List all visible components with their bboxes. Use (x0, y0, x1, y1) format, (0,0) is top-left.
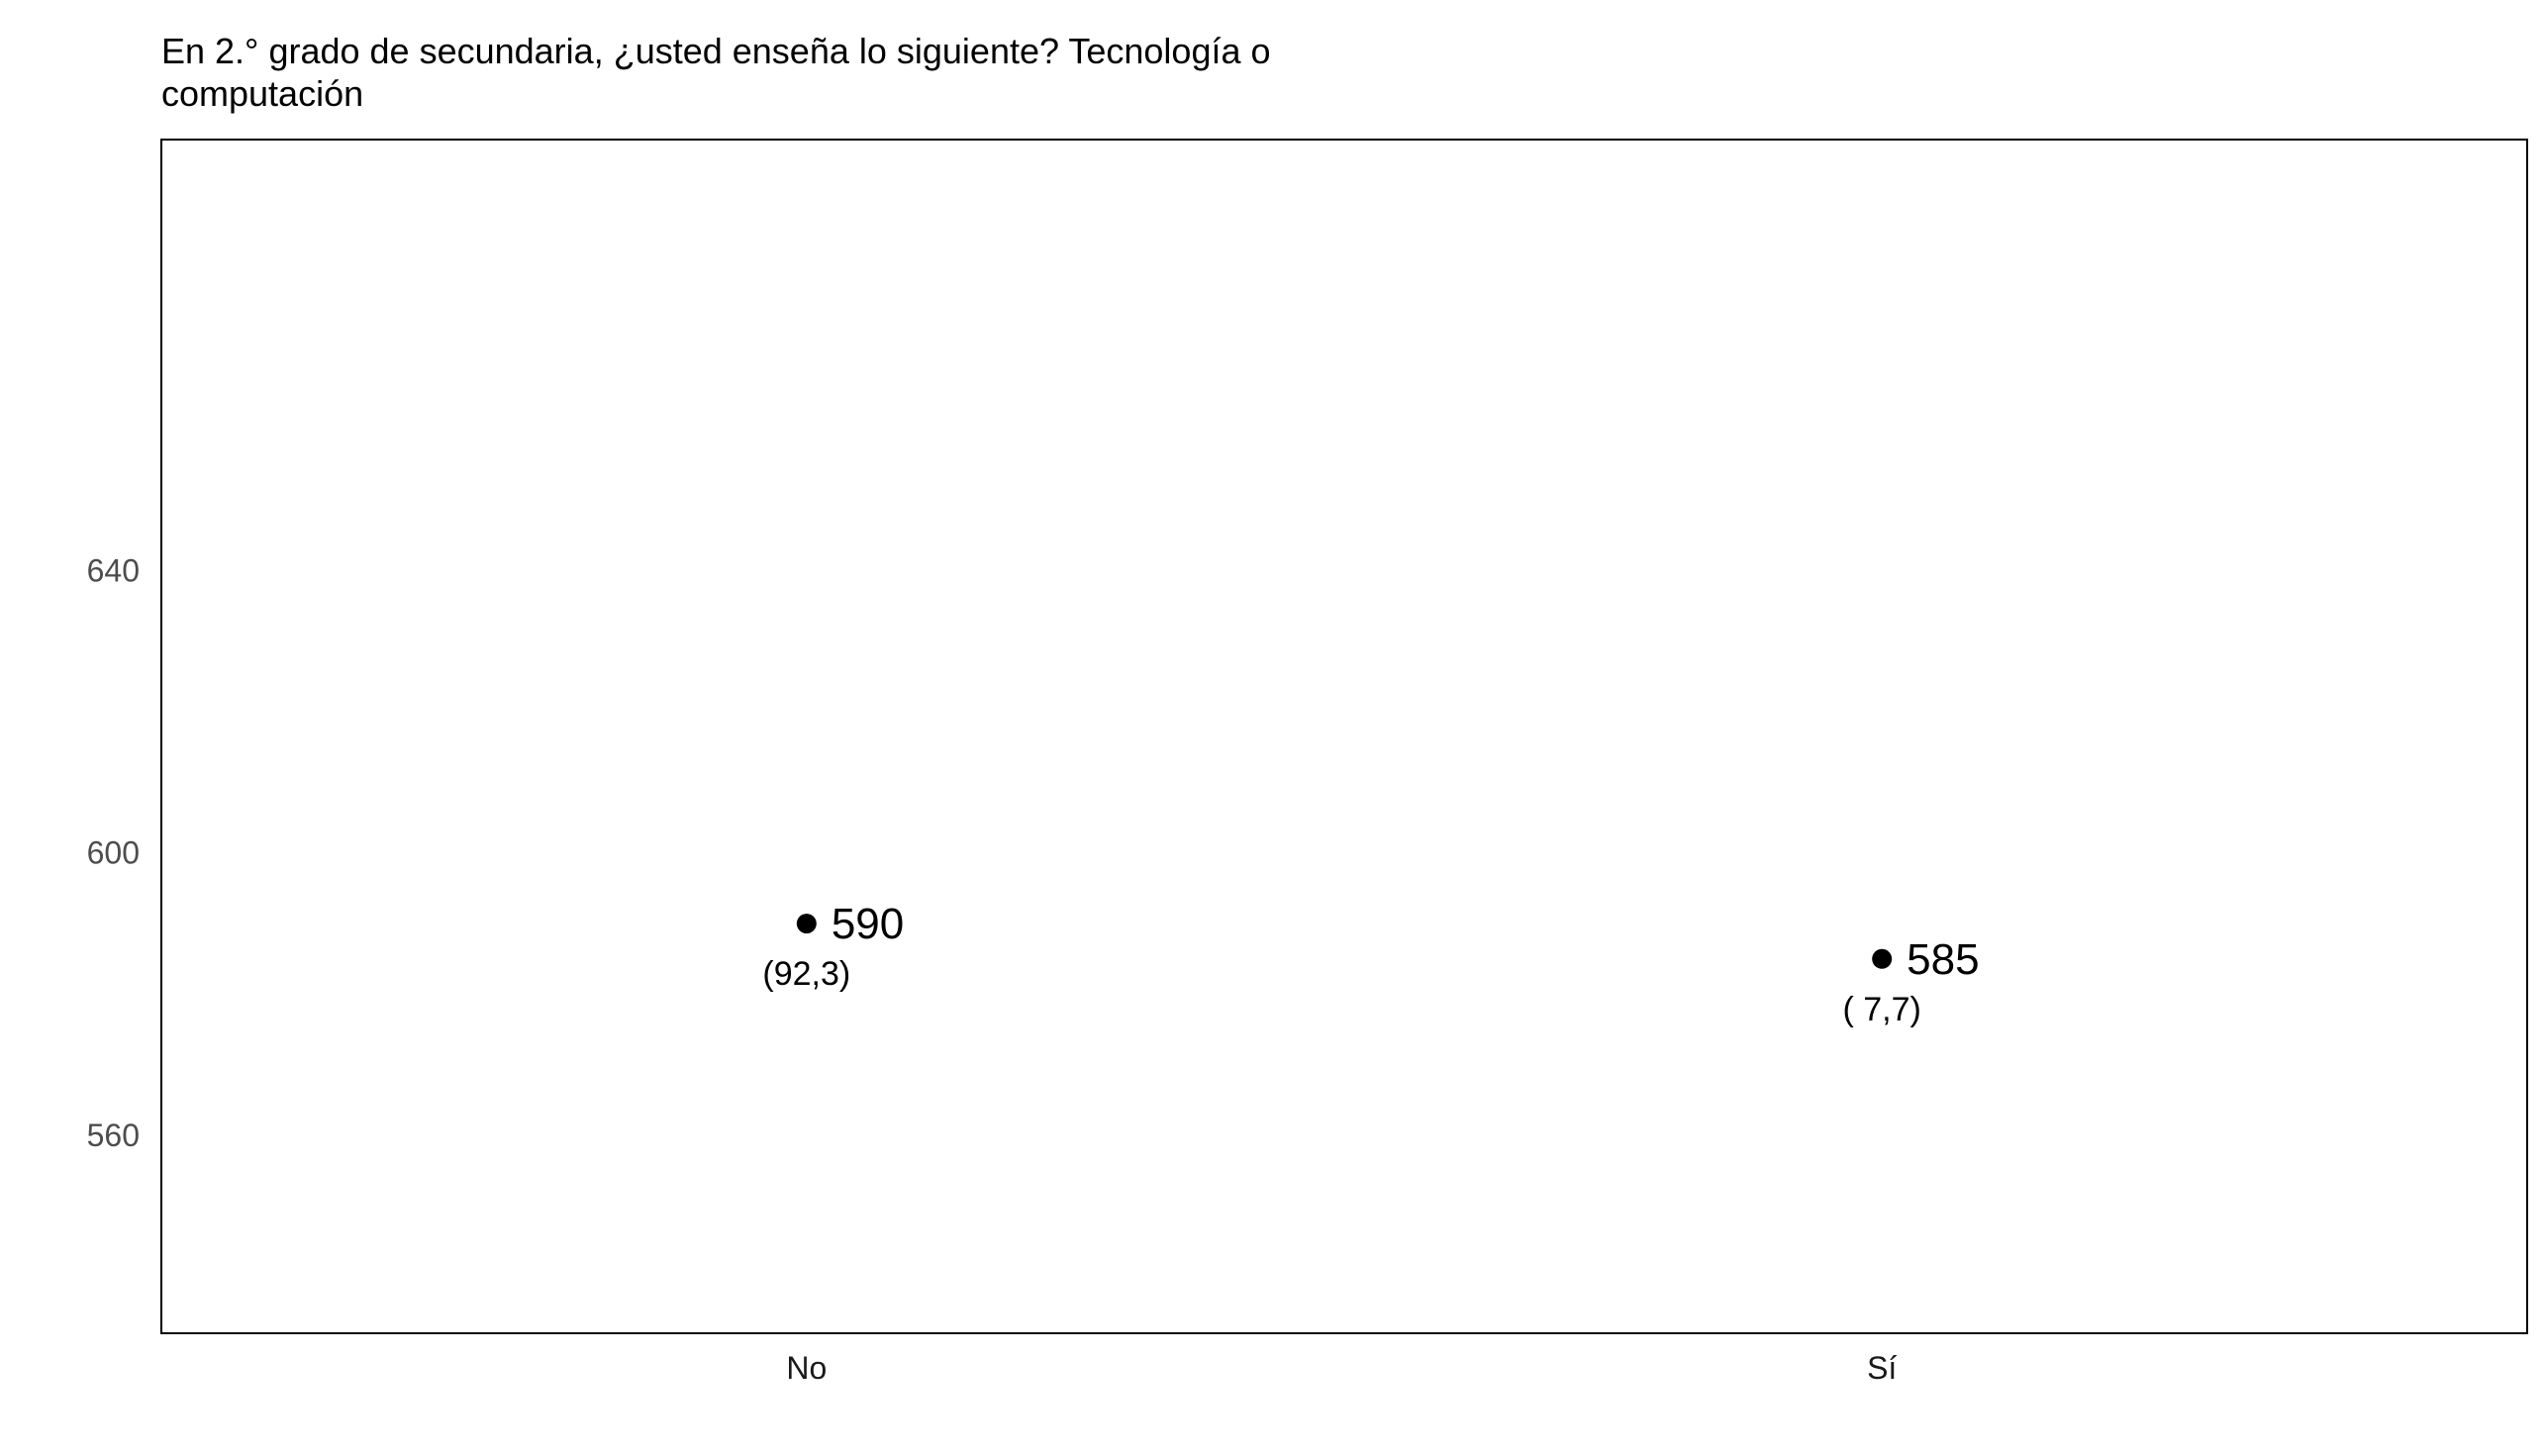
data-percent-label: ( 7,7) (1843, 991, 1921, 1028)
chart-title: En 2.° grado de secundaria, ¿usted enseñ… (161, 31, 1271, 114)
data-percent-label: (92,3) (762, 955, 850, 993)
data-point (1872, 948, 1893, 969)
data-points: 590 (92,3) 585 ( 7,7) (762, 900, 1979, 1028)
y-axis-ticks: 560 600 640 (87, 552, 140, 1153)
data-value-label: 590 (832, 900, 904, 948)
y-tick-label: 640 (87, 552, 140, 588)
x-tick-label: No (786, 1350, 827, 1386)
x-tick-label: Sí (1867, 1350, 1897, 1386)
y-tick-label: 560 (87, 1117, 140, 1153)
data-point (796, 914, 817, 934)
y-tick-label: 600 (87, 835, 140, 871)
x-axis-ticks: No Sí (786, 1350, 1897, 1386)
data-value-label: 585 (1907, 935, 1979, 984)
plot-frame (160, 139, 2528, 1334)
